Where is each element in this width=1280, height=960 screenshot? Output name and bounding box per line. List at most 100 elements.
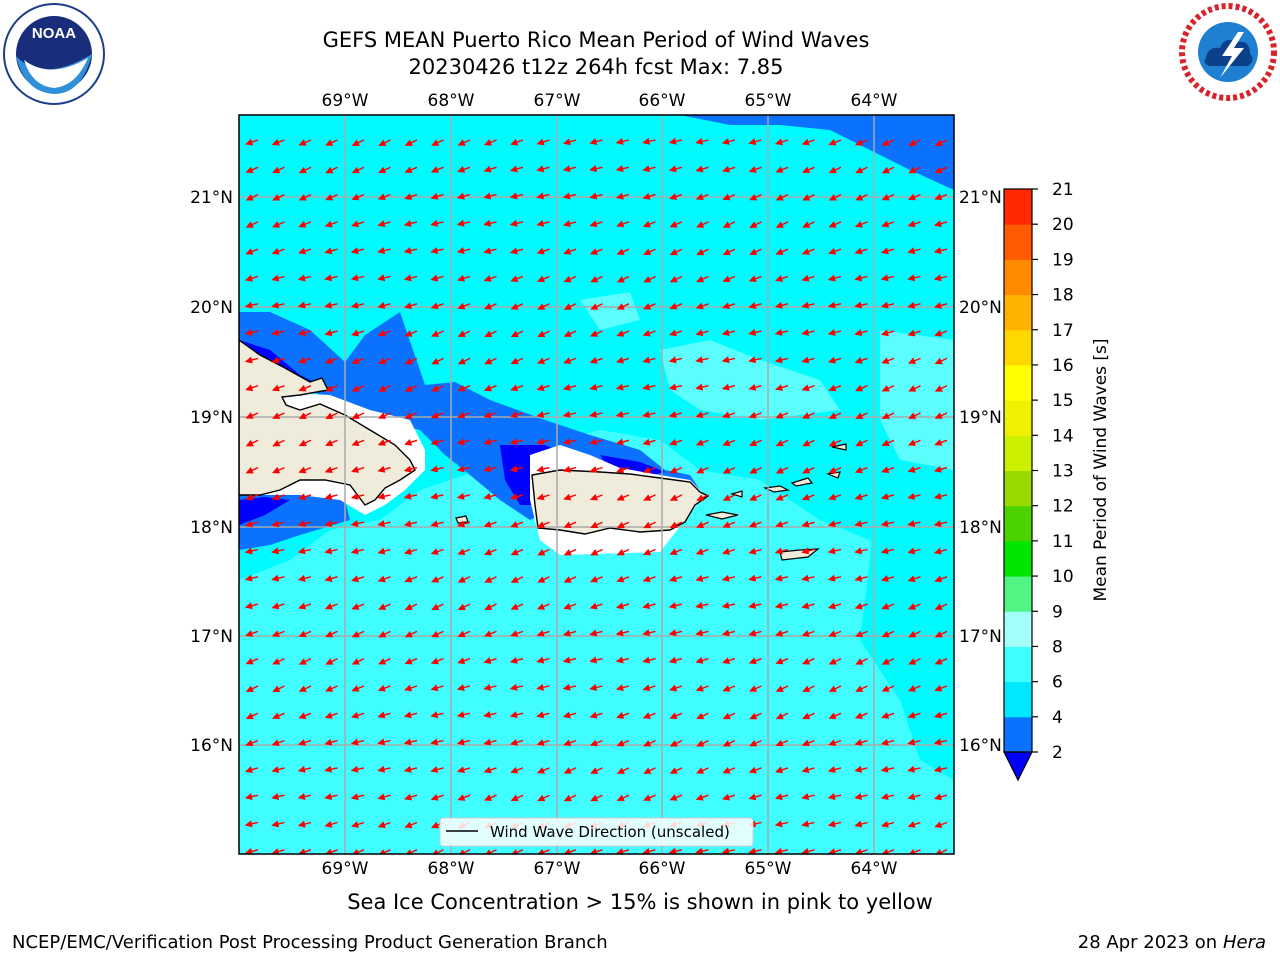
wind-wave-arrowhead — [669, 767, 678, 774]
wind-wave-arrowhead — [589, 330, 599, 337]
wind-wave-arrowhead — [616, 794, 625, 802]
wind-wave-arrowhead — [324, 357, 333, 364]
wind-wave-arrow — [459, 849, 471, 854]
wind-wave-arrowhead — [430, 274, 439, 282]
wind-wave-arrowhead — [536, 767, 546, 774]
wind-wave-arrowhead — [377, 520, 386, 527]
wind-wave-arrowhead — [511, 849, 518, 854]
wind-wave-arrowhead — [483, 465, 492, 473]
wind-wave-arrowhead — [483, 438, 492, 446]
wind-wave-arrowhead — [615, 356, 624, 364]
map-frame — [238, 114, 955, 855]
wind-wave-arrowhead — [934, 412, 943, 419]
wind-wave-arrowhead — [854, 520, 863, 528]
wind-wave-arrowhead — [854, 329, 863, 337]
wind-wave-arrowhead — [748, 657, 757, 665]
wind-wave-arrowhead — [774, 602, 783, 609]
wind-wave-arrowhead — [351, 385, 360, 392]
wind-wave-arrowhead — [748, 411, 757, 419]
wind-wave-arrowhead — [933, 220, 942, 227]
wind-wave-arrowhead — [722, 439, 731, 446]
wind-wave-arrowhead — [563, 248, 572, 255]
wind-wave-arrowhead — [324, 520, 333, 527]
wind-wave-arrowhead — [324, 329, 333, 337]
wind-wave-arrowhead — [589, 739, 598, 747]
noaa-logo: NOAA — [3, 3, 105, 105]
wind-wave-arrowhead — [696, 712, 705, 720]
wind-wave-arrowhead — [748, 275, 757, 282]
wind-wave-arrowhead — [616, 494, 625, 501]
wind-wave-arrowhead — [483, 219, 492, 227]
wind-wave-arrowhead — [801, 356, 810, 364]
wind-wave-arrowhead — [722, 521, 731, 528]
wind-wave-arrowhead — [801, 301, 810, 309]
wind-wave-arrowhead — [378, 139, 387, 146]
wind-wave-arrowhead — [483, 630, 492, 637]
wind-wave-arrowhead — [537, 848, 545, 854]
wind-wave-arrowhead — [562, 438, 571, 446]
wind-wave-arrowhead — [695, 602, 704, 609]
colorbar-segment — [1004, 716, 1032, 753]
wind-wave-arrowhead — [721, 138, 730, 145]
wind-wave-arrowhead — [271, 602, 280, 610]
wind-wave-arrowhead — [404, 821, 413, 829]
colorbar-tick-label: 15 — [1052, 391, 1074, 411]
wind-wave-arrowhead — [775, 657, 784, 665]
wind-wave-arrowhead — [616, 712, 625, 719]
wind-wave-arrowhead — [590, 521, 599, 529]
wind-wave-arrowhead — [775, 766, 784, 774]
wind-wave-arrowhead — [907, 738, 916, 746]
wind-wave-arrowhead — [562, 220, 571, 227]
wind-wave-arrowhead — [297, 820, 306, 828]
wind-wave-arrowhead — [325, 685, 334, 692]
wind-wave-arrowhead — [854, 602, 863, 610]
wind-wave-arrowhead — [722, 411, 731, 419]
wind-wave-arrowhead — [774, 138, 784, 146]
wind-wave-arrowhead — [642, 712, 651, 719]
wind-wave-arrowhead — [907, 793, 916, 801]
wind-wave-arrowhead — [828, 247, 837, 255]
wind-wave-arrowhead — [271, 520, 280, 528]
wind-wave-arrowhead — [456, 247, 465, 255]
lat-label-left: 18°N — [190, 518, 233, 538]
wind-wave-arrowhead — [855, 166, 864, 174]
wind-wave-arrowhead — [615, 137, 624, 145]
wind-wave-arrowhead — [642, 193, 651, 200]
wind-wave-arrowhead — [483, 794, 493, 801]
wind-wave-arrowhead — [457, 411, 466, 419]
wind-wave-arrowhead — [350, 793, 359, 801]
wind-wave-arrowhead — [934, 658, 943, 665]
wind-wave-arrowhead — [537, 303, 546, 310]
wind-wave-arrowhead — [404, 330, 413, 337]
wind-wave-arrowhead — [589, 165, 598, 173]
wind-wave-arrowhead — [510, 275, 519, 282]
wind-wave-arrowhead — [696, 740, 705, 747]
wind-wave-arrowhead — [933, 465, 942, 473]
wind-wave-arrowhead — [483, 738, 492, 746]
wind-wave-arrowhead — [801, 630, 810, 637]
wind-wave-arrowhead — [854, 301, 863, 309]
colorbar-tick-label: 8 — [1052, 637, 1063, 657]
wind-wave-arrowhead — [933, 274, 942, 282]
wind-wave-arrowhead — [695, 575, 704, 582]
wind-wave-arrowhead — [351, 193, 360, 201]
wind-wave-arrowhead — [695, 629, 704, 637]
wind-wave-arrowhead — [403, 302, 413, 309]
wind-wave-arrowhead — [562, 629, 571, 637]
wind-wave-arrowhead — [881, 658, 890, 665]
wind-wave-arrowhead — [245, 657, 254, 665]
wind-wave-arrowhead — [908, 385, 917, 392]
wind-wave-arrowhead — [907, 247, 916, 255]
wind-wave-arrowhead — [775, 685, 784, 692]
wind-wave-arrowhead — [934, 385, 943, 392]
colorbar-tick-label: 6 — [1052, 673, 1063, 693]
wind-wave-arrowhead — [510, 766, 519, 774]
wind-wave-arrowhead — [377, 738, 386, 746]
wind-wave-arrowhead — [245, 248, 254, 255]
wind-wave-arrowhead — [721, 847, 730, 854]
wind-wave-arrowhead — [271, 493, 280, 501]
wind-wave-arrowhead — [616, 466, 625, 473]
wind-wave-arrowhead — [430, 465, 439, 473]
wind-wave-arrowhead — [563, 493, 572, 501]
wind-wave-arrowhead — [695, 302, 704, 310]
